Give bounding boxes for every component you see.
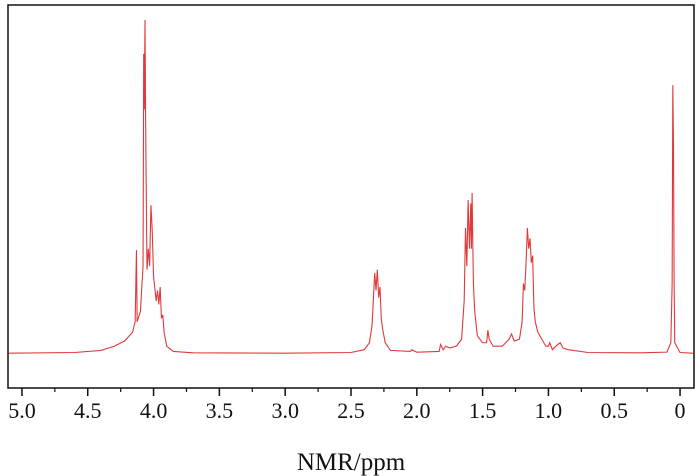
x-tick-label: 3.0	[271, 398, 299, 423]
x-axis-label: NMR/ppm	[297, 449, 406, 476]
spectrum-line	[8, 19, 694, 354]
x-tick-label: 3.5	[206, 398, 234, 423]
x-tick-label: 2.5	[337, 398, 365, 423]
x-tick-label: 0.5	[600, 398, 628, 423]
x-tick-label: 0	[675, 398, 686, 423]
x-tick-label: 1.5	[469, 398, 497, 423]
x-tick-label: 5.0	[8, 398, 36, 423]
x-tick-label: 1.0	[535, 398, 563, 423]
x-tick-label: 4.5	[74, 398, 102, 423]
plot-frame	[7, 4, 695, 389]
x-tick-label: 4.0	[140, 398, 168, 423]
x-tick-label: 2.0	[403, 398, 431, 423]
